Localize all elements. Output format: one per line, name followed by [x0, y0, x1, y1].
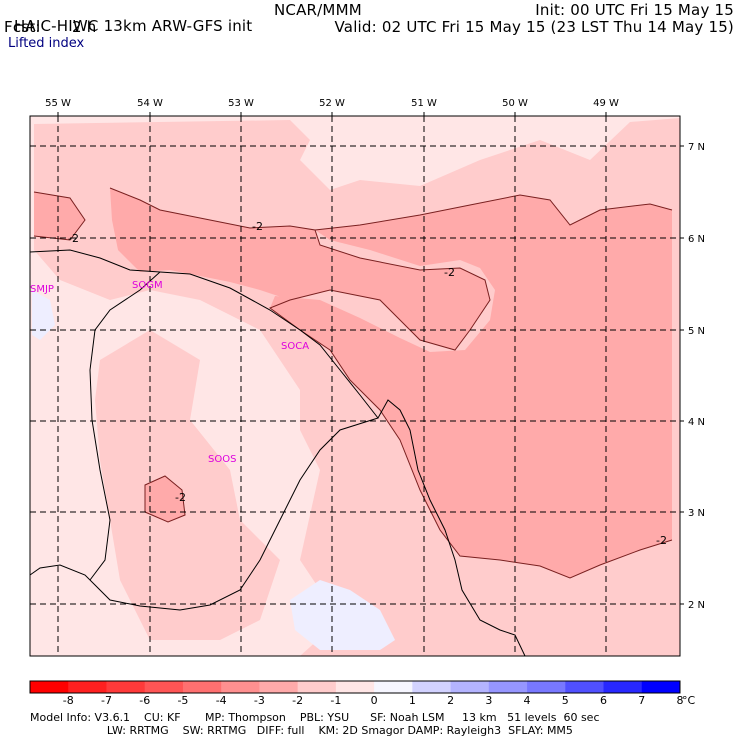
contour-north	[314, 194, 673, 231]
legend-swatch	[335, 681, 375, 693]
forecast-label: Fcst:	[4, 18, 41, 36]
legend-swatch	[106, 681, 146, 693]
legend-tick-label: 4	[524, 694, 531, 707]
lat-label: 5 N	[688, 326, 705, 337]
legend-tick-label: -6	[139, 694, 150, 707]
lat-label: 4 N	[688, 417, 705, 428]
map-frame	[29, 115, 681, 657]
model-name: HAIC-HIWC 13km ARW-GFS init	[13, 17, 253, 35]
contour-label: -2	[656, 534, 667, 547]
contour-labels: -2 -2 -2 -2 -2	[68, 220, 667, 547]
station-label: SOGM	[132, 280, 163, 291]
lat-label: 2 N	[688, 600, 705, 611]
contour-label: -2	[68, 232, 79, 245]
legend-swatch	[144, 681, 184, 693]
lat-label: 6 N	[688, 234, 705, 245]
legend-swatch	[641, 681, 681, 693]
legend-swatch	[297, 681, 337, 693]
legend-tick-label: -3	[254, 694, 265, 707]
model-info-line1: Model Info: V3.6.1 CU: KF MP: Thompson P…	[30, 711, 600, 724]
lat-label: 7 N	[688, 142, 705, 153]
station-label: SOOS	[208, 454, 236, 465]
legend-tick-label: -7	[101, 694, 112, 707]
legend-unit: °C	[682, 694, 696, 707]
legend-swatch	[30, 681, 69, 693]
legend-tick-label: 8	[677, 694, 684, 707]
legend-swatch	[488, 681, 528, 693]
legend-swatch	[68, 681, 107, 693]
legend-tick-label: 5	[562, 694, 569, 707]
legend-tick-label: 3	[485, 694, 492, 707]
lon-label: 53 W	[228, 98, 254, 109]
legend-swatch	[259, 681, 299, 693]
station-label: SMJP	[30, 284, 54, 295]
legend-swatch	[603, 681, 643, 693]
lon-ticks	[57, 112, 607, 116]
model-title: HAIC-HIWC 13km ARW-GFS init	[4, 2, 252, 34]
contour-label: -2	[252, 220, 263, 233]
legend-tick-label: 2	[447, 694, 454, 707]
model-info-line2: LW: RRTMG SW: RRTMG DIFF: full KM: 2D Sm…	[30, 724, 573, 737]
legend-tick-label: -1	[330, 694, 341, 707]
legend-swatch	[374, 681, 413, 693]
legend-swatch	[565, 681, 605, 693]
legend-tick-label: -5	[177, 694, 188, 707]
boundaries	[29, 249, 526, 657]
legend-tick-label: 6	[600, 694, 607, 707]
shade-region-west	[34, 192, 85, 240]
contour-label: -2	[175, 491, 186, 504]
station-label: SOCA	[281, 341, 309, 352]
legend-tick-label: 0	[371, 694, 378, 707]
init-time: Init: 00 UTC Fri 15 May 15	[535, 1, 734, 19]
lat-label: 3 N	[688, 508, 705, 519]
shade-region-inland-cell	[145, 476, 185, 522]
contour-main	[109, 187, 673, 579]
lon-label: 49 W	[593, 98, 619, 109]
legend-tick-label: -2	[292, 694, 303, 707]
forecast-hour: 2 h	[72, 18, 97, 36]
shade-region-blue-west	[32, 290, 55, 340]
valid-time: Valid: 02 UTC Fri 15 May 15 (23 LST Thu …	[334, 18, 734, 36]
org-label: NCAR/MMM	[274, 1, 362, 19]
lon-label: 54 W	[137, 98, 163, 109]
lon-label: 51 W	[411, 98, 437, 109]
lon-label: 50 W	[502, 98, 528, 109]
legend-tick-label: -8	[63, 694, 74, 707]
contour-label: -2	[444, 266, 455, 279]
field-name: Lifted index	[8, 36, 85, 51]
legend-tick-label: 7	[638, 694, 645, 707]
legend-tick-label: 1	[409, 694, 416, 707]
shade-region-blue-south	[290, 580, 395, 650]
lat-labels: 7 N 6 N 5 N 4 N 3 N 2 N	[688, 142, 705, 611]
lon-labels: 55 W 54 W 53 W 52 W 51 W 50 W 49 W	[45, 98, 619, 109]
legend-swatch	[221, 681, 260, 693]
color-legend: -8 -7 -6 -5 -4 -3 -2 -1 0 1 2 3 4 5 6 7 8°C	[29, 680, 696, 707]
lat-ticks	[680, 145, 684, 605]
shade-region-east	[270, 195, 672, 578]
shade-region-coastal-band	[110, 188, 490, 350]
legend-swatch	[182, 681, 222, 693]
lon-label: 55 W	[45, 98, 71, 109]
border-west	[89, 271, 161, 581]
border-south	[29, 417, 379, 611]
shade-region-interior	[95, 330, 280, 640]
legend-frame	[29, 680, 681, 694]
legend-swatch	[450, 681, 490, 693]
lat-lon-grid	[30, 116, 680, 656]
legend-tick-label: -4	[216, 694, 227, 707]
legend-swatch	[527, 681, 566, 693]
legend-swatch	[412, 681, 452, 693]
lon-label: 52 W	[319, 98, 345, 109]
